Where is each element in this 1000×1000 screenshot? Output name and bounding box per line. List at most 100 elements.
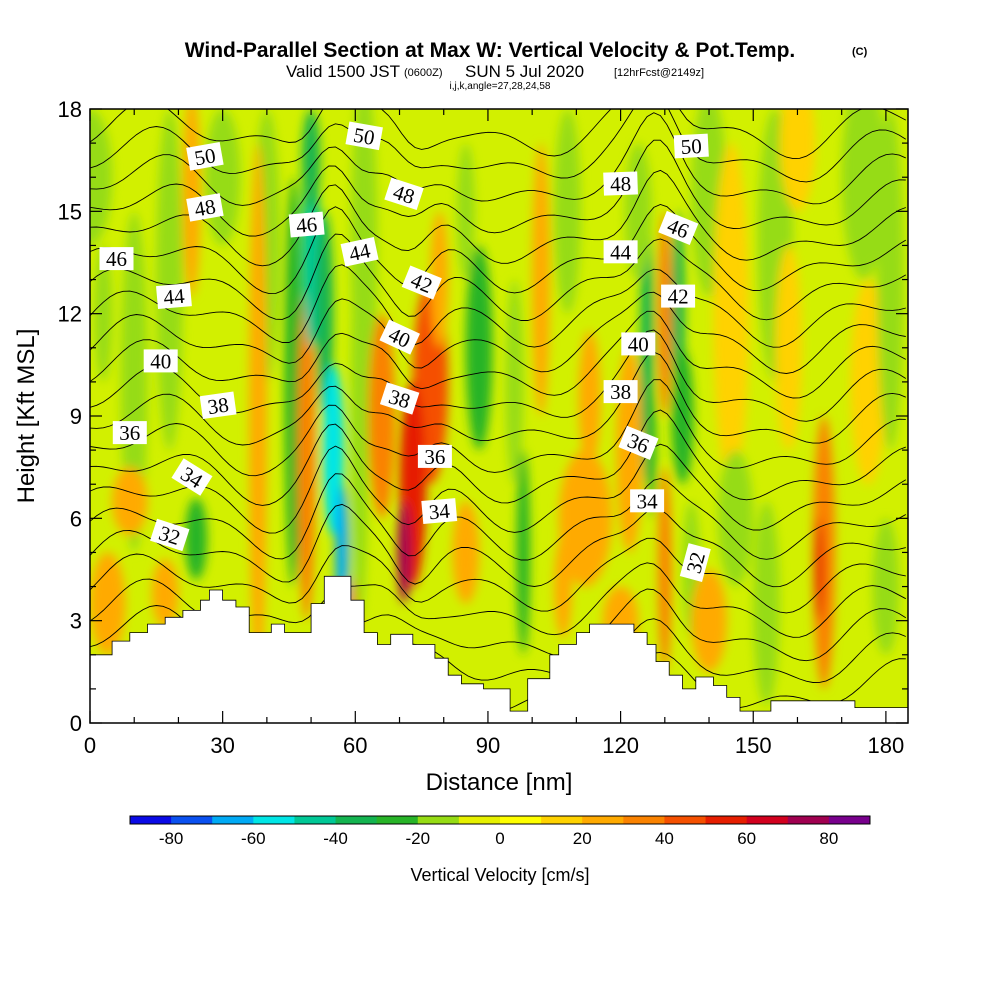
theta-label-box	[186, 142, 224, 171]
colorbar-tick-label: -40	[323, 829, 348, 848]
velocity-cell	[779, 109, 816, 212]
colorbar-swatch	[541, 816, 583, 824]
velocity-cell	[850, 279, 886, 485]
theta-label-box	[379, 382, 420, 415]
y-axis-label: Height [Kft MSL]	[13, 329, 40, 504]
theta-label-text: 40	[150, 349, 171, 373]
theta-label-box	[199, 391, 237, 420]
theta-label: 36	[112, 421, 147, 445]
y-tick-label: 6	[70, 506, 82, 531]
theta-contour	[90, 264, 906, 348]
velocity-cell	[558, 450, 612, 587]
colorbar-title: Vertical Velocity [cm/s]	[410, 865, 589, 885]
theta-contours	[90, 109, 907, 716]
valid-prefix: Valid 1500 JST	[286, 62, 400, 81]
theta-label-text: 34	[637, 489, 659, 513]
x-tick-label: 90	[476, 733, 500, 758]
theta-label: 34	[421, 498, 458, 525]
valid-utc: (0600Z)	[404, 67, 443, 79]
theta-label-text: 50	[352, 123, 377, 150]
velocity-cell	[554, 109, 581, 314]
y-tick-label: 0	[70, 711, 82, 736]
colorbar-swatch	[664, 816, 707, 824]
theta-label-box	[143, 349, 178, 373]
theta-contour	[90, 537, 906, 614]
colorbar-swatch	[253, 816, 295, 824]
theta-label-text: 36	[119, 421, 140, 445]
theta-label: 38	[379, 382, 420, 415]
theta-contour	[90, 109, 907, 160]
velocity-cell	[185, 497, 208, 580]
theta-label-box	[618, 425, 659, 460]
colorbar-swatch	[705, 816, 748, 824]
theta-label: 48	[384, 177, 424, 211]
colorbar-swatch	[746, 816, 789, 824]
colorbar-tick-label: -80	[159, 829, 184, 848]
y-tick-label: 18	[58, 97, 82, 122]
colorbar-swatch	[500, 816, 542, 824]
colorbar-frame	[129, 815, 871, 825]
theta-label: 38	[199, 391, 237, 420]
colorbar-tick-label: 20	[573, 829, 592, 848]
colorbar-swatch	[335, 816, 378, 824]
theta-label: 44	[156, 283, 192, 310]
velocity-cell	[691, 569, 727, 672]
valid-date: SUN 5 Jul 2020	[465, 62, 584, 81]
theta-label-box	[603, 240, 638, 264]
theta-label-box	[661, 284, 696, 308]
theta-label-box	[421, 498, 458, 524]
theta-label-text: 44	[610, 240, 632, 264]
theta-label-box	[288, 211, 325, 238]
theta-contour	[90, 503, 906, 588]
x-tick-label: 150	[735, 733, 772, 758]
theta-contour	[90, 473, 907, 561]
theta-label-box	[345, 121, 383, 151]
colorbar-swatch	[171, 816, 213, 824]
velocity-cell	[156, 109, 183, 451]
theta-label: 32	[679, 543, 711, 582]
theta-contour	[90, 112, 906, 206]
theta-label-box	[156, 283, 192, 310]
velocity-cell	[658, 211, 672, 416]
theta-label: 42	[661, 284, 696, 309]
theta-contour	[90, 204, 907, 295]
colorbar-tick-label: -20	[405, 829, 430, 848]
theta-label-text: 34	[428, 499, 452, 525]
theta-label-box	[603, 171, 638, 196]
theta-label-box	[621, 332, 656, 356]
valid-time-line: Valid 1500 JST (0600Z) SUN 5 Jul 2020 [1…	[286, 62, 704, 81]
velocity-cell	[297, 279, 316, 621]
theta-contour	[90, 310, 907, 399]
velocity-cell	[578, 330, 601, 468]
velocity-cell	[249, 143, 267, 689]
velocity-cell	[182, 109, 201, 297]
section-params: i,j,k,angle=27,28,24,58	[450, 81, 551, 92]
theta-label-box	[401, 265, 442, 300]
theta-label: 50	[345, 121, 383, 151]
theta-label: 50	[186, 142, 224, 171]
terrain	[90, 575, 908, 723]
y-tick-label: 9	[70, 404, 82, 429]
velocity-cell	[452, 501, 480, 604]
theta-label-box	[171, 458, 213, 496]
theta-label: 46	[99, 247, 134, 271]
theta-label-box	[630, 489, 665, 513]
colorbar-swatch	[458, 816, 501, 824]
colorbar-tick-label: 0	[495, 829, 504, 848]
theta-label: 46	[288, 211, 325, 238]
theta-label-text: 44	[162, 284, 186, 310]
velocity-cell	[322, 364, 345, 536]
theta-label: 48	[186, 193, 224, 222]
theta-label-box	[658, 210, 699, 245]
colorbar-tick-label: 40	[655, 829, 674, 848]
theta-label-box	[679, 543, 711, 582]
theta-label: 38	[603, 380, 638, 404]
velocity-cell	[815, 518, 824, 621]
theta-contour	[90, 379, 906, 477]
chart-title: Wind-Parallel Section at Max W: Vertical…	[185, 39, 796, 62]
theta-contour	[90, 169, 906, 267]
velocity-cell	[302, 109, 320, 212]
theta-label: 48	[603, 171, 638, 196]
forecast-stamp: [12hrFcst@2149z]	[614, 67, 704, 79]
colorbar-swatch	[582, 816, 624, 824]
